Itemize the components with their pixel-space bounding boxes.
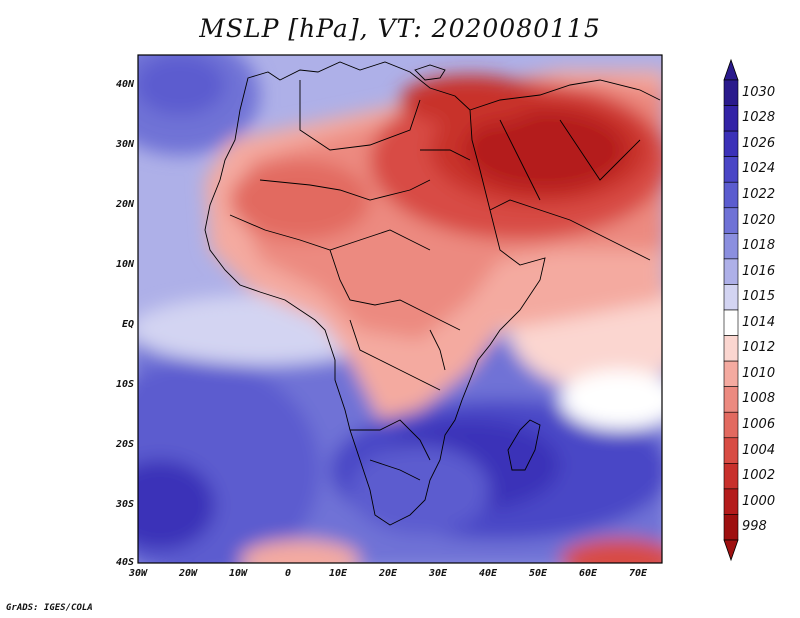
colorbar-swatch xyxy=(723,207,739,234)
colorbar-label: 1018 xyxy=(742,238,776,254)
colorbar-label: 1014 xyxy=(742,314,776,330)
colorbar-label: 1015 xyxy=(742,289,776,305)
colorbar-max-arrow xyxy=(723,58,739,81)
colorbar-swatch xyxy=(723,514,739,541)
colorbar-swatch xyxy=(723,181,739,209)
x-tick-50e: 50E xyxy=(528,568,548,579)
colorbar-swatch xyxy=(723,463,739,490)
colorbar-label: 1028 xyxy=(742,110,776,126)
colorbar-swatch xyxy=(723,79,739,106)
colorbar-swatch xyxy=(723,335,739,362)
colorbar-swatch xyxy=(723,233,739,260)
colorbar-swatch xyxy=(723,411,739,439)
colorbar-label: 1010 xyxy=(742,365,776,381)
y-tick-20n: 20N xyxy=(115,199,134,210)
colorbar-swatch xyxy=(723,156,739,183)
colorbar-label: 1030 xyxy=(742,84,776,100)
x-tick-30w: 30W xyxy=(128,568,148,579)
x-tick-70e: 70E xyxy=(628,568,648,579)
map-frame xyxy=(137,54,663,564)
y-tick-eq: EQ xyxy=(121,319,134,330)
y-tick-40s: 40S xyxy=(115,557,134,568)
colorbar-swatch xyxy=(723,284,739,311)
x-tick-20e: 20E xyxy=(378,568,398,579)
colorbar-swatch xyxy=(723,386,739,413)
x-tick-30e: 30E xyxy=(428,568,448,579)
colorbar-swatch xyxy=(723,360,739,387)
x-tick-60e: 60E xyxy=(578,568,598,579)
colorbar-swatch xyxy=(723,488,739,515)
x-tick-40e: 40E xyxy=(478,568,498,579)
colorbar-swatch xyxy=(723,130,739,157)
colorbar-label: 1022 xyxy=(742,187,776,202)
colorbar-swatch xyxy=(723,105,739,132)
colorbar-min-arrow xyxy=(723,539,739,562)
colorbar-label: 1002 xyxy=(742,468,776,484)
colorbar-label: 1000 xyxy=(742,493,776,509)
colorbar xyxy=(723,58,739,562)
colorbar-label: 1012 xyxy=(742,340,776,356)
x-tick-10e: 10E xyxy=(328,568,348,579)
colorbar-swatch xyxy=(723,309,739,336)
x-tick-20w: 20W xyxy=(178,568,198,579)
colorbar-label: 1026 xyxy=(742,135,776,151)
map-title: MSLP [hPa], VT: 2020080115 xyxy=(199,14,601,43)
y-tick-10s: 10S xyxy=(115,379,134,390)
colorbar-swatch xyxy=(723,437,739,464)
colorbar-label: 1006 xyxy=(742,417,776,432)
y-tick-40n: 40N xyxy=(115,79,134,90)
colorbar-label: 1008 xyxy=(742,391,776,407)
y-tick-20s: 20S xyxy=(115,439,134,450)
x-tick-10w: 10W xyxy=(228,568,248,579)
colorbar-label: 1004 xyxy=(742,442,776,458)
y-tick-10n: 10N xyxy=(115,259,134,270)
y-tick-30s: 30S xyxy=(115,499,134,510)
colorbar-label: 1020 xyxy=(742,212,776,228)
credit-text: GrADS: IGES/COLA xyxy=(6,603,93,613)
y-tick-30n: 30N xyxy=(115,139,134,150)
x-tick-0: 0 xyxy=(284,568,292,579)
colorbar-label: 1016 xyxy=(742,263,776,279)
pressure-field xyxy=(138,55,662,563)
coastlines xyxy=(204,61,661,526)
colorbar-swatch xyxy=(723,258,739,285)
colorbar-label: 998 xyxy=(742,519,767,535)
colorbar-label: 1024 xyxy=(742,161,776,177)
